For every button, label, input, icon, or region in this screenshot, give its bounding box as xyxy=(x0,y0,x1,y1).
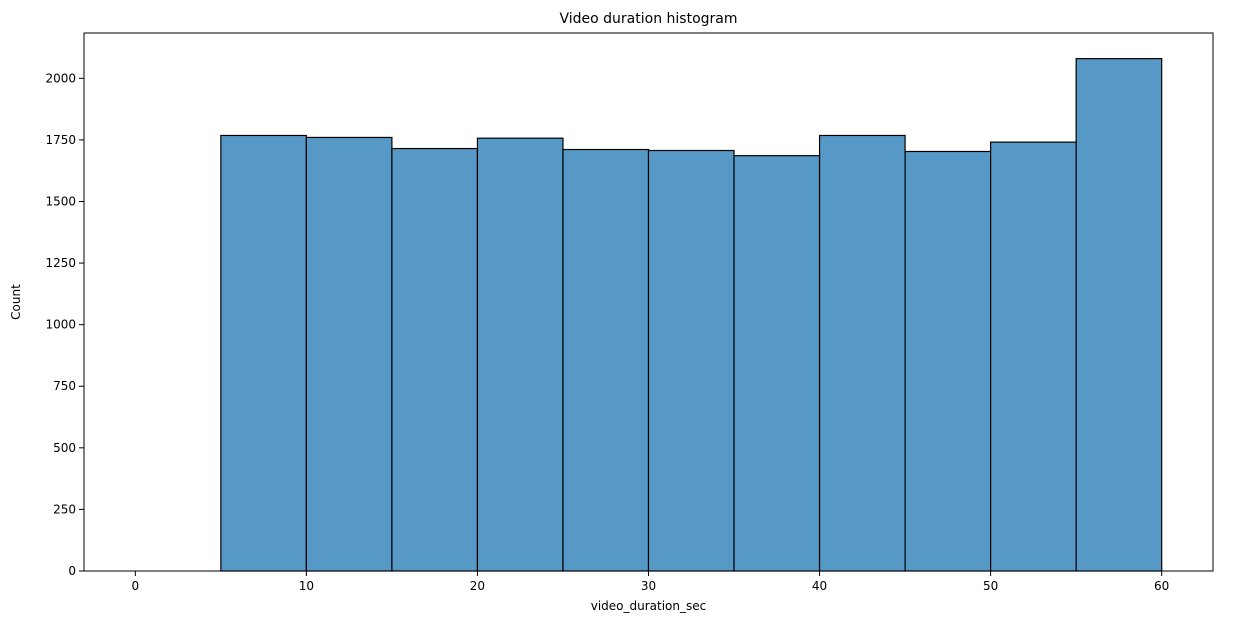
bars-group xyxy=(220,58,1163,572)
y-axis-ticks: 0 250 500 750 1000 1250 1500 1750 2000 xyxy=(45,71,84,578)
x-tick-label-1: 10 xyxy=(299,579,314,593)
y-tick-label-8: 2000 xyxy=(45,71,76,85)
y-tick-label-2: 500 xyxy=(53,441,76,455)
x-tick-label-4: 40 xyxy=(812,579,827,593)
y-tick-label-3: 750 xyxy=(53,379,76,393)
histogram-bar-7 xyxy=(733,155,821,572)
plot-frame xyxy=(83,32,1214,572)
y-axis-label: Count xyxy=(9,284,23,320)
histogram-bar-11 xyxy=(1075,58,1163,572)
y-tick-label-7: 1750 xyxy=(45,133,76,147)
histogram-bar-3 xyxy=(391,147,479,572)
chart-title: Video duration histogram xyxy=(559,11,737,27)
histogram-bar-5 xyxy=(562,148,650,572)
x-axis-ticks: 0 10 20 30 40 50 60 xyxy=(131,571,1169,593)
y-tick-label-6: 1500 xyxy=(45,194,76,208)
histogram-bar-4 xyxy=(476,137,564,572)
y-tick-label-5: 1250 xyxy=(45,256,76,270)
histogram-bar-6 xyxy=(647,149,735,572)
x-tick-label-5: 50 xyxy=(983,579,998,593)
x-tick-label-0: 0 xyxy=(131,579,139,593)
x-axis-label: video_duration_sec xyxy=(591,599,707,613)
x-tick-label-3: 30 xyxy=(641,579,656,593)
y-tick-label-4: 1000 xyxy=(45,318,76,332)
histogram-bar-10 xyxy=(990,141,1077,572)
histogram-bar-1 xyxy=(220,134,307,572)
x-tick-label-2: 20 xyxy=(470,579,485,593)
y-tick-label-0: 0 xyxy=(68,564,76,578)
histogram-bar-9 xyxy=(904,150,992,572)
histogram-bar-8 xyxy=(818,134,906,572)
y-tick-label-1: 250 xyxy=(53,502,76,516)
histogram-bar-2 xyxy=(305,136,393,572)
x-tick-label-6: 60 xyxy=(1154,579,1169,593)
